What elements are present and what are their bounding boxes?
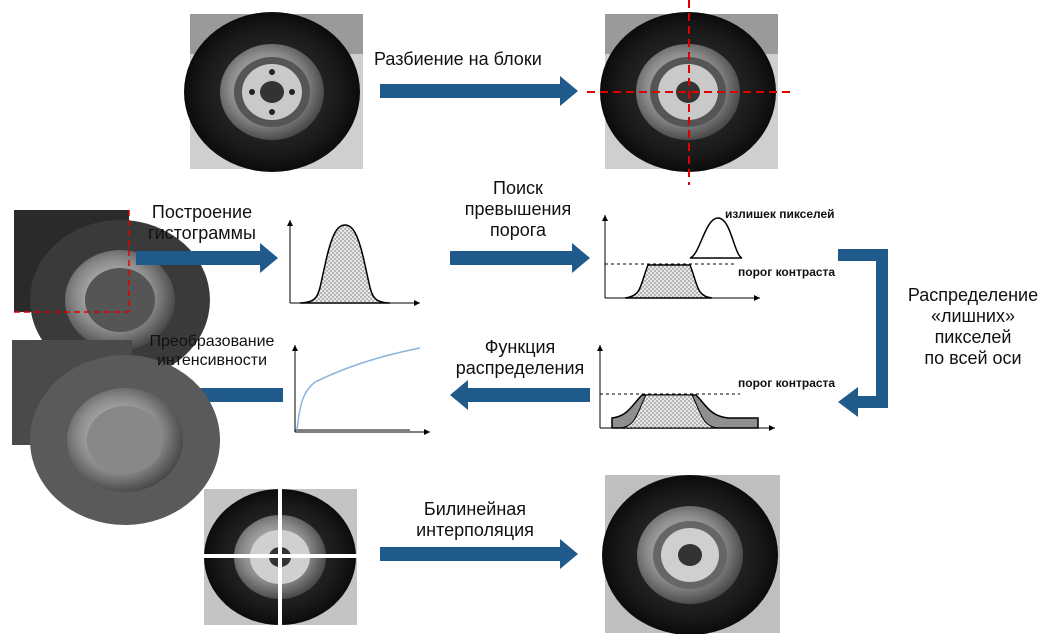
label-intensity-transform: Преобразование интенсивности bbox=[137, 332, 287, 370]
arrow-histogram bbox=[136, 243, 278, 273]
wheel-image-result bbox=[602, 475, 780, 634]
label-distribution-function: Функция распределения bbox=[440, 337, 600, 379]
label-threshold-search: Поиск превышения порога bbox=[448, 178, 588, 241]
label-histogram-line2: гистограммы bbox=[148, 223, 256, 243]
threshold-chart bbox=[602, 215, 760, 301]
label-contrast-threshold-2: порог контраста bbox=[738, 376, 836, 390]
label-distribution-function-line2: распределения bbox=[455, 358, 585, 378]
label-excess-pixels: излишек пикселей bbox=[725, 207, 835, 221]
label-interpolation-line1: Билинейная bbox=[423, 499, 527, 519]
label-redistribute-line2: «лишних» bbox=[930, 306, 1015, 326]
label-intensity-transform-line1: Преобразование bbox=[149, 333, 275, 350]
arrow-intensity-transform bbox=[148, 380, 283, 410]
cdf-chart bbox=[292, 345, 430, 435]
arrow-split bbox=[380, 76, 578, 106]
label-distribution-function-line1: Функция bbox=[484, 337, 556, 357]
label-contrast-threshold-1: порог контраста bbox=[738, 265, 836, 279]
label-interpolation-line2: интерполяция bbox=[416, 520, 534, 540]
label-threshold-search-line1: Поиск bbox=[493, 178, 543, 198]
label-threshold-search-line2: превышения bbox=[464, 199, 572, 219]
redistributed-chart bbox=[597, 345, 775, 431]
label-redistribute: Распределение «лишних» пикселей по всей … bbox=[893, 285, 1053, 369]
arrow-interpolation bbox=[380, 539, 578, 569]
label-redistribute-line4: по всей оси bbox=[924, 348, 1022, 368]
label-redistribute-line3: пикселей bbox=[934, 327, 1012, 347]
label-histogram-line1: Построение bbox=[151, 202, 253, 222]
label-intensity-transform-line2: интенсивности bbox=[156, 352, 268, 369]
label-histogram: Построение гистограммы bbox=[132, 202, 272, 244]
label-redistribute-line1: Распределение bbox=[907, 285, 1039, 305]
arrow-redistribute bbox=[838, 249, 888, 417]
label-threshold-search-line3: порога bbox=[490, 220, 546, 240]
label-split: Разбиение на блоки bbox=[374, 49, 542, 69]
arrow-distribution-function bbox=[450, 380, 590, 410]
transformed-block-image bbox=[12, 340, 220, 525]
label-interpolation: Билинейная интерполяция bbox=[395, 499, 555, 541]
wheel-image-original bbox=[184, 12, 363, 172]
wheel-image-split bbox=[587, 0, 795, 185]
tiled-wheel-image bbox=[204, 489, 357, 625]
arrow-threshold-search bbox=[450, 243, 590, 273]
histogram-chart bbox=[287, 220, 420, 306]
